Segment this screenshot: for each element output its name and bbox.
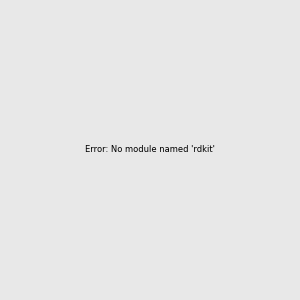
Text: Error: No module named 'rdkit': Error: No module named 'rdkit' — [85, 146, 215, 154]
